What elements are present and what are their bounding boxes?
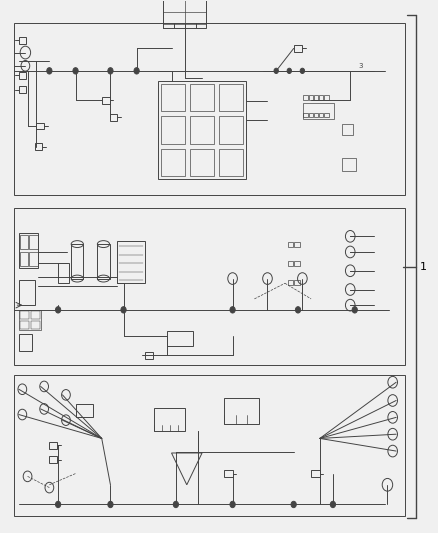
Bar [19,280,35,305]
Bar [287,242,292,247]
Bar [158,81,245,179]
Bar [14,375,404,516]
Bar [342,124,353,135]
Bar [219,149,243,176]
Circle shape [173,501,178,507]
Bar [110,114,117,121]
Bar [14,22,404,195]
Circle shape [73,68,78,74]
Bar [342,158,355,171]
Bar [29,252,38,266]
Circle shape [295,306,300,313]
Circle shape [351,306,357,313]
Bar [293,45,302,52]
Circle shape [55,501,60,507]
Bar [219,84,243,111]
Bar [223,398,258,424]
Circle shape [286,68,291,74]
Bar [35,143,42,150]
Bar [303,103,333,119]
Bar [75,404,93,417]
Bar [189,116,214,144]
Bar [293,279,299,285]
Text: 1: 1 [419,262,426,271]
Bar [318,95,323,100]
Bar [58,263,69,283]
Bar [49,456,57,463]
Bar [160,84,185,111]
Bar [31,321,40,329]
Bar [324,112,328,117]
Circle shape [329,501,335,507]
Bar [20,321,29,329]
Bar [20,235,28,249]
Bar [20,252,28,266]
Bar [97,244,110,279]
Bar [303,95,307,100]
Bar [219,116,243,144]
Circle shape [108,501,113,507]
Bar [19,86,26,93]
Bar [36,123,44,130]
Bar [308,95,312,100]
Bar [287,261,292,266]
Circle shape [55,306,60,313]
Bar [29,235,38,249]
Bar [14,208,404,365]
Bar [20,311,29,319]
Circle shape [230,306,235,313]
Bar [308,112,312,117]
Circle shape [47,68,52,74]
Bar [287,279,292,285]
Bar [160,149,185,176]
Bar [31,311,40,319]
Bar [324,95,328,100]
Bar [313,95,318,100]
Bar [293,261,299,266]
Circle shape [290,501,296,507]
Bar [223,470,232,477]
Bar [303,112,307,117]
Bar [167,331,193,346]
Bar [71,244,83,279]
Circle shape [134,68,139,74]
Bar [49,442,57,449]
Bar [145,352,153,359]
Bar [19,37,26,44]
Text: 3: 3 [357,63,362,69]
Bar [160,116,185,144]
Circle shape [120,306,126,313]
Circle shape [273,68,278,74]
Bar [318,112,323,117]
Bar [189,84,214,111]
Bar [313,112,318,117]
Bar [189,149,214,176]
Bar [293,242,299,247]
Bar [311,470,319,477]
Bar [162,0,206,28]
Bar [19,72,26,78]
Circle shape [300,68,304,74]
Bar [19,334,32,351]
Circle shape [108,68,113,74]
Bar [117,241,145,283]
Circle shape [230,501,235,507]
Bar [19,233,39,268]
Bar [19,310,41,330]
Bar [154,408,184,431]
Bar [102,96,110,103]
